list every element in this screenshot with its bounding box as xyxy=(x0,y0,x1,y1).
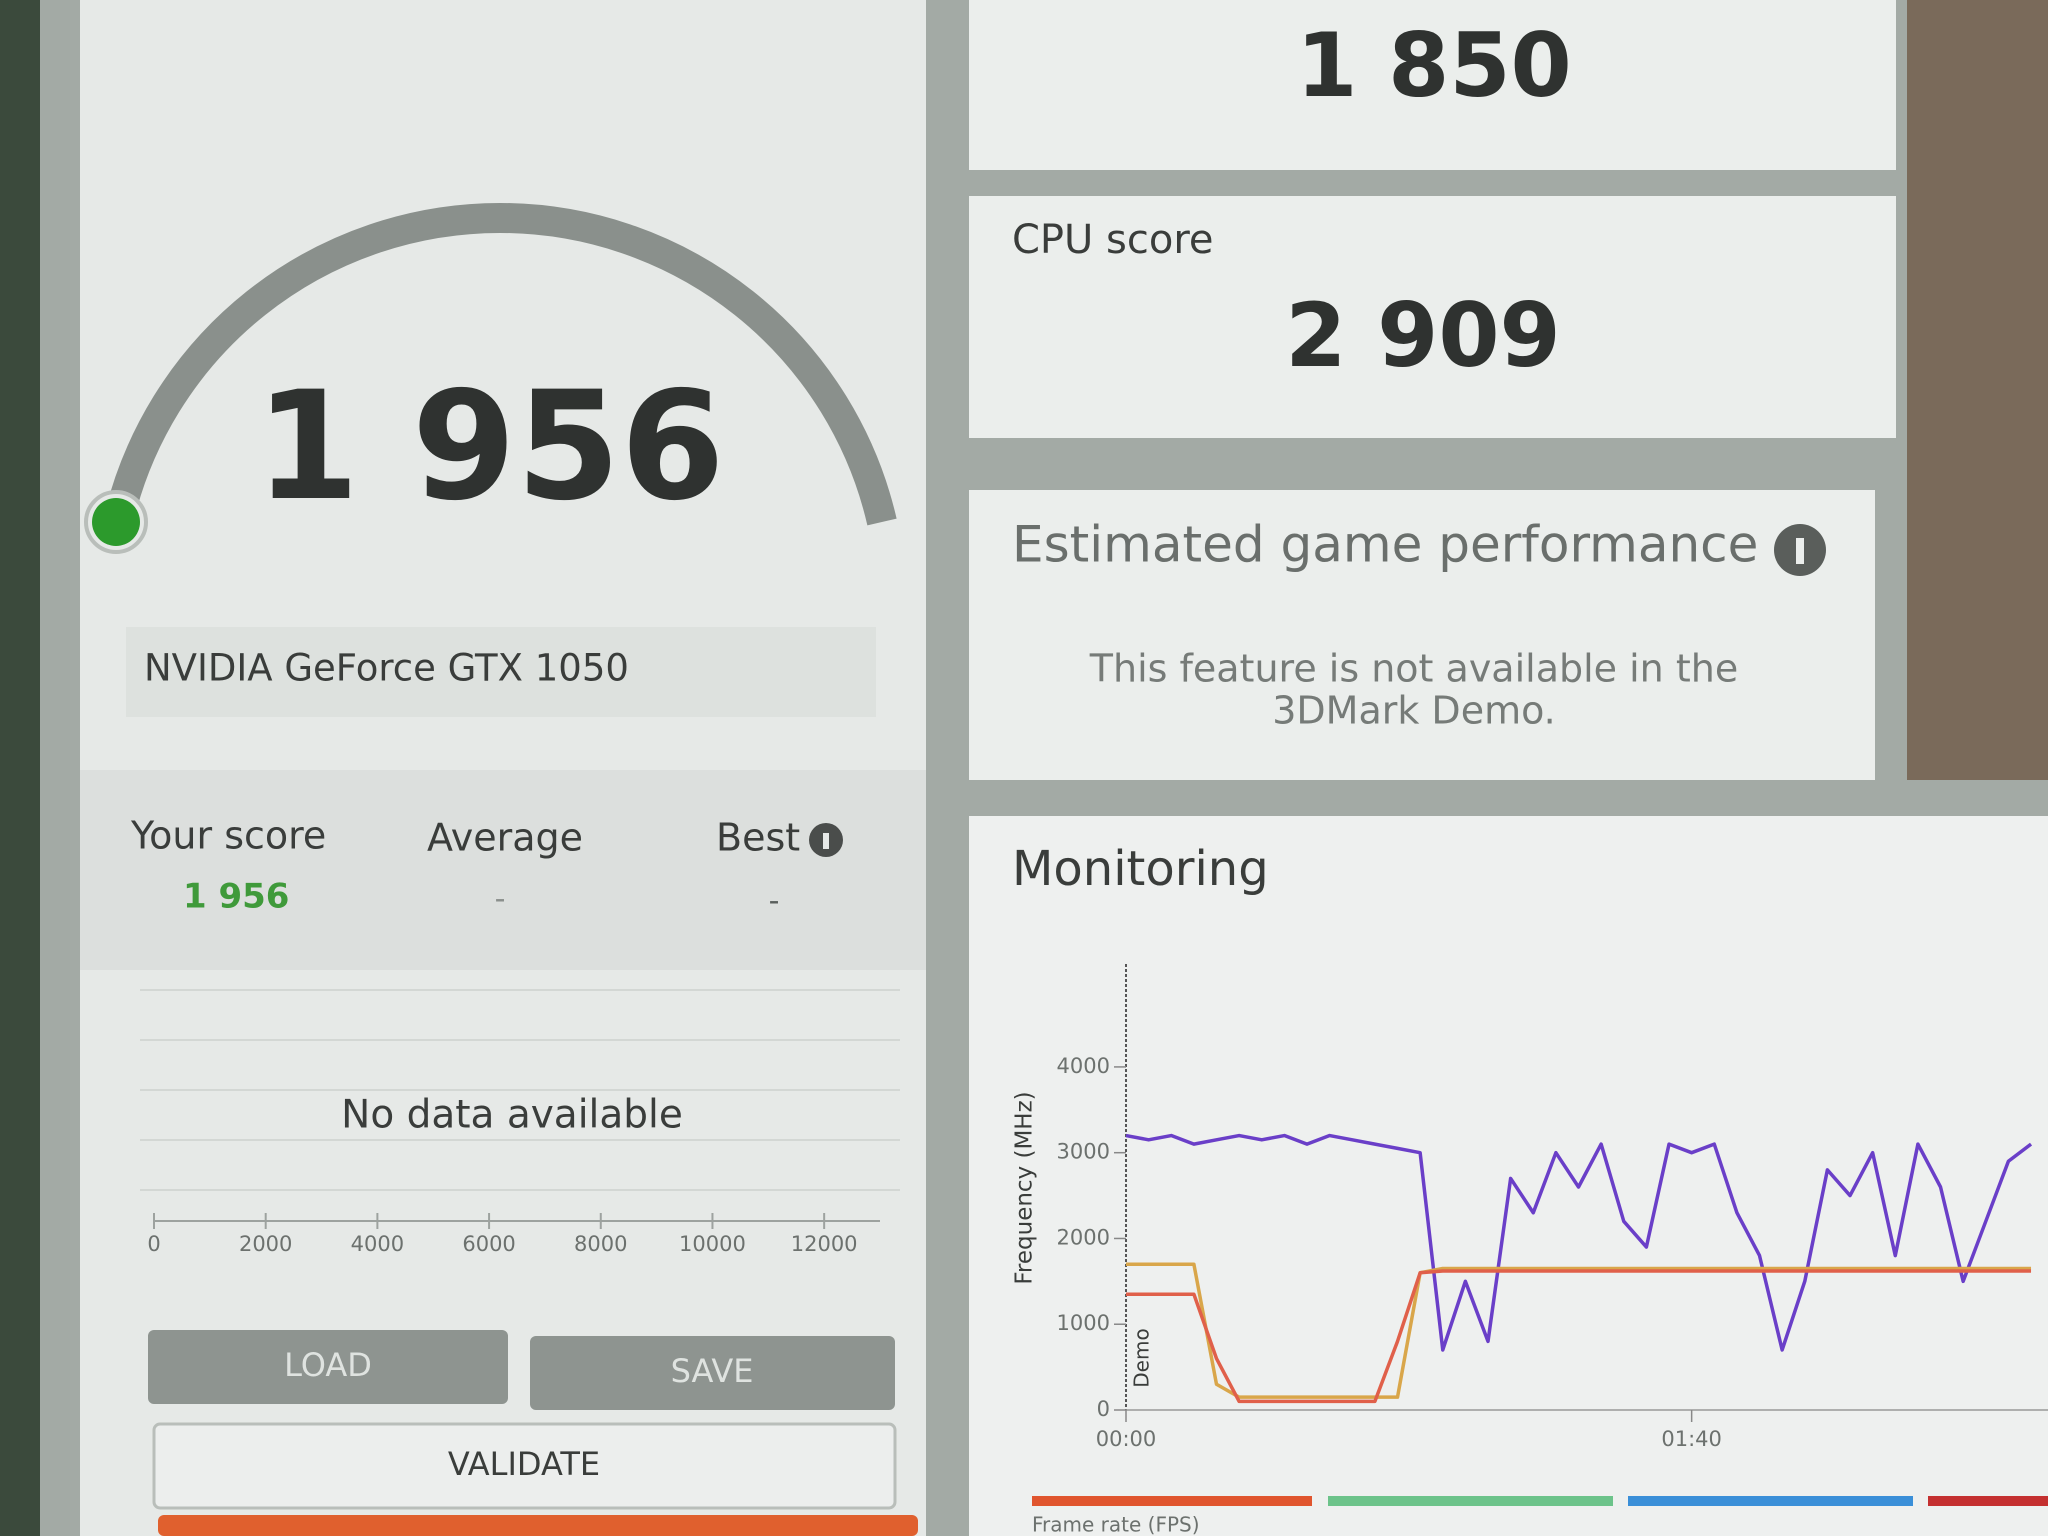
cpu-score-card xyxy=(969,196,1896,438)
save-label: SAVE xyxy=(671,1352,754,1390)
tick-label: 8000 xyxy=(574,1232,627,1256)
y-tick-label: 3000 xyxy=(1057,1140,1110,1164)
best-score: - xyxy=(769,884,780,919)
legend-swatch xyxy=(1928,1496,2048,1506)
no-data: No data available xyxy=(341,1093,683,1138)
tick-label: 0 xyxy=(147,1232,160,1256)
tick-label: 12000 xyxy=(791,1232,858,1256)
gpu-box xyxy=(126,627,876,717)
distribution-axis: 0 2000 4000 6000 8000 10000 12000 xyxy=(147,1213,880,1256)
tick-label: 10000 xyxy=(679,1232,746,1256)
series-line xyxy=(1125,1133,2033,1352)
save-button[interactable] xyxy=(530,1336,895,1410)
cpu-score: 2 909 xyxy=(1285,284,1561,387)
legend-swatch xyxy=(1328,1496,1613,1506)
average-score: - xyxy=(495,882,506,917)
gauge-knob xyxy=(92,498,140,546)
your-score: 1 956 xyxy=(183,877,289,917)
load-button[interactable] xyxy=(148,1330,508,1404)
x-tick-label: 01:40 xyxy=(1661,1427,1722,1451)
info-icon-glyph xyxy=(823,833,829,849)
column-header: Your score xyxy=(130,814,326,858)
load-label: LOAD xyxy=(284,1346,372,1384)
series-line xyxy=(1126,1262,2032,1399)
y-tick-label: 0 xyxy=(1097,1397,1110,1421)
monitoring-title: Monitoring xyxy=(1012,841,1269,897)
y-tick-label: 2000 xyxy=(1057,1225,1110,1249)
validate-button[interactable] xyxy=(152,1422,897,1510)
score-panel xyxy=(80,0,926,1536)
validate-label: VALIDATE xyxy=(448,1445,600,1483)
game-performance-message: This feature is not available in the xyxy=(1089,647,1738,691)
cpu-score-label: CPU score xyxy=(1012,217,1214,263)
game-performance-message: 3DMark Demo. xyxy=(1272,689,1556,733)
tick-label: 6000 xyxy=(462,1232,515,1256)
action-button[interactable] xyxy=(158,1515,918,1536)
legend-swatch xyxy=(1032,1496,1312,1506)
series-line xyxy=(1126,1269,2032,1404)
overall-score: 1 956 xyxy=(255,360,725,534)
comparison-band xyxy=(80,770,926,970)
column-header: Best xyxy=(716,816,800,860)
side-image xyxy=(1907,0,2048,780)
histogram-background xyxy=(140,989,900,1191)
annotation: Demo xyxy=(1130,1328,1154,1387)
graphics-score-card xyxy=(969,0,1896,170)
tick-label: 2000 xyxy=(239,1232,292,1256)
column-header: Average xyxy=(427,816,583,860)
bezel xyxy=(0,0,40,1536)
tick-label: 4000 xyxy=(351,1232,404,1256)
gpu-name: NVIDIA GeForce GTX 1050 xyxy=(144,647,629,690)
monitoring-chart: 0 1000 2000 3000 4000 00:00 01:40 Frequency (MH… xyxy=(1012,964,2048,1451)
y-tick-label: 4000 xyxy=(1057,1054,1110,1078)
x-tick-label: 00:00 xyxy=(1096,1427,1157,1451)
info-icon-glyph xyxy=(1796,538,1804,564)
gauge-arc xyxy=(103,202,897,526)
graphics-score: 1 850 xyxy=(1296,14,1572,117)
game-performance-card xyxy=(969,490,1875,780)
legend-label: Frame rate (FPS) xyxy=(1032,1513,1200,1536)
monitoring-card xyxy=(969,816,2048,1536)
legend-swatch xyxy=(1628,1496,1913,1506)
game-performance-title: Estimated game performance xyxy=(1012,516,1758,574)
y-tick-label: 1000 xyxy=(1057,1311,1110,1335)
y-axis-label: Frequency (MHz) xyxy=(1012,1091,1038,1284)
